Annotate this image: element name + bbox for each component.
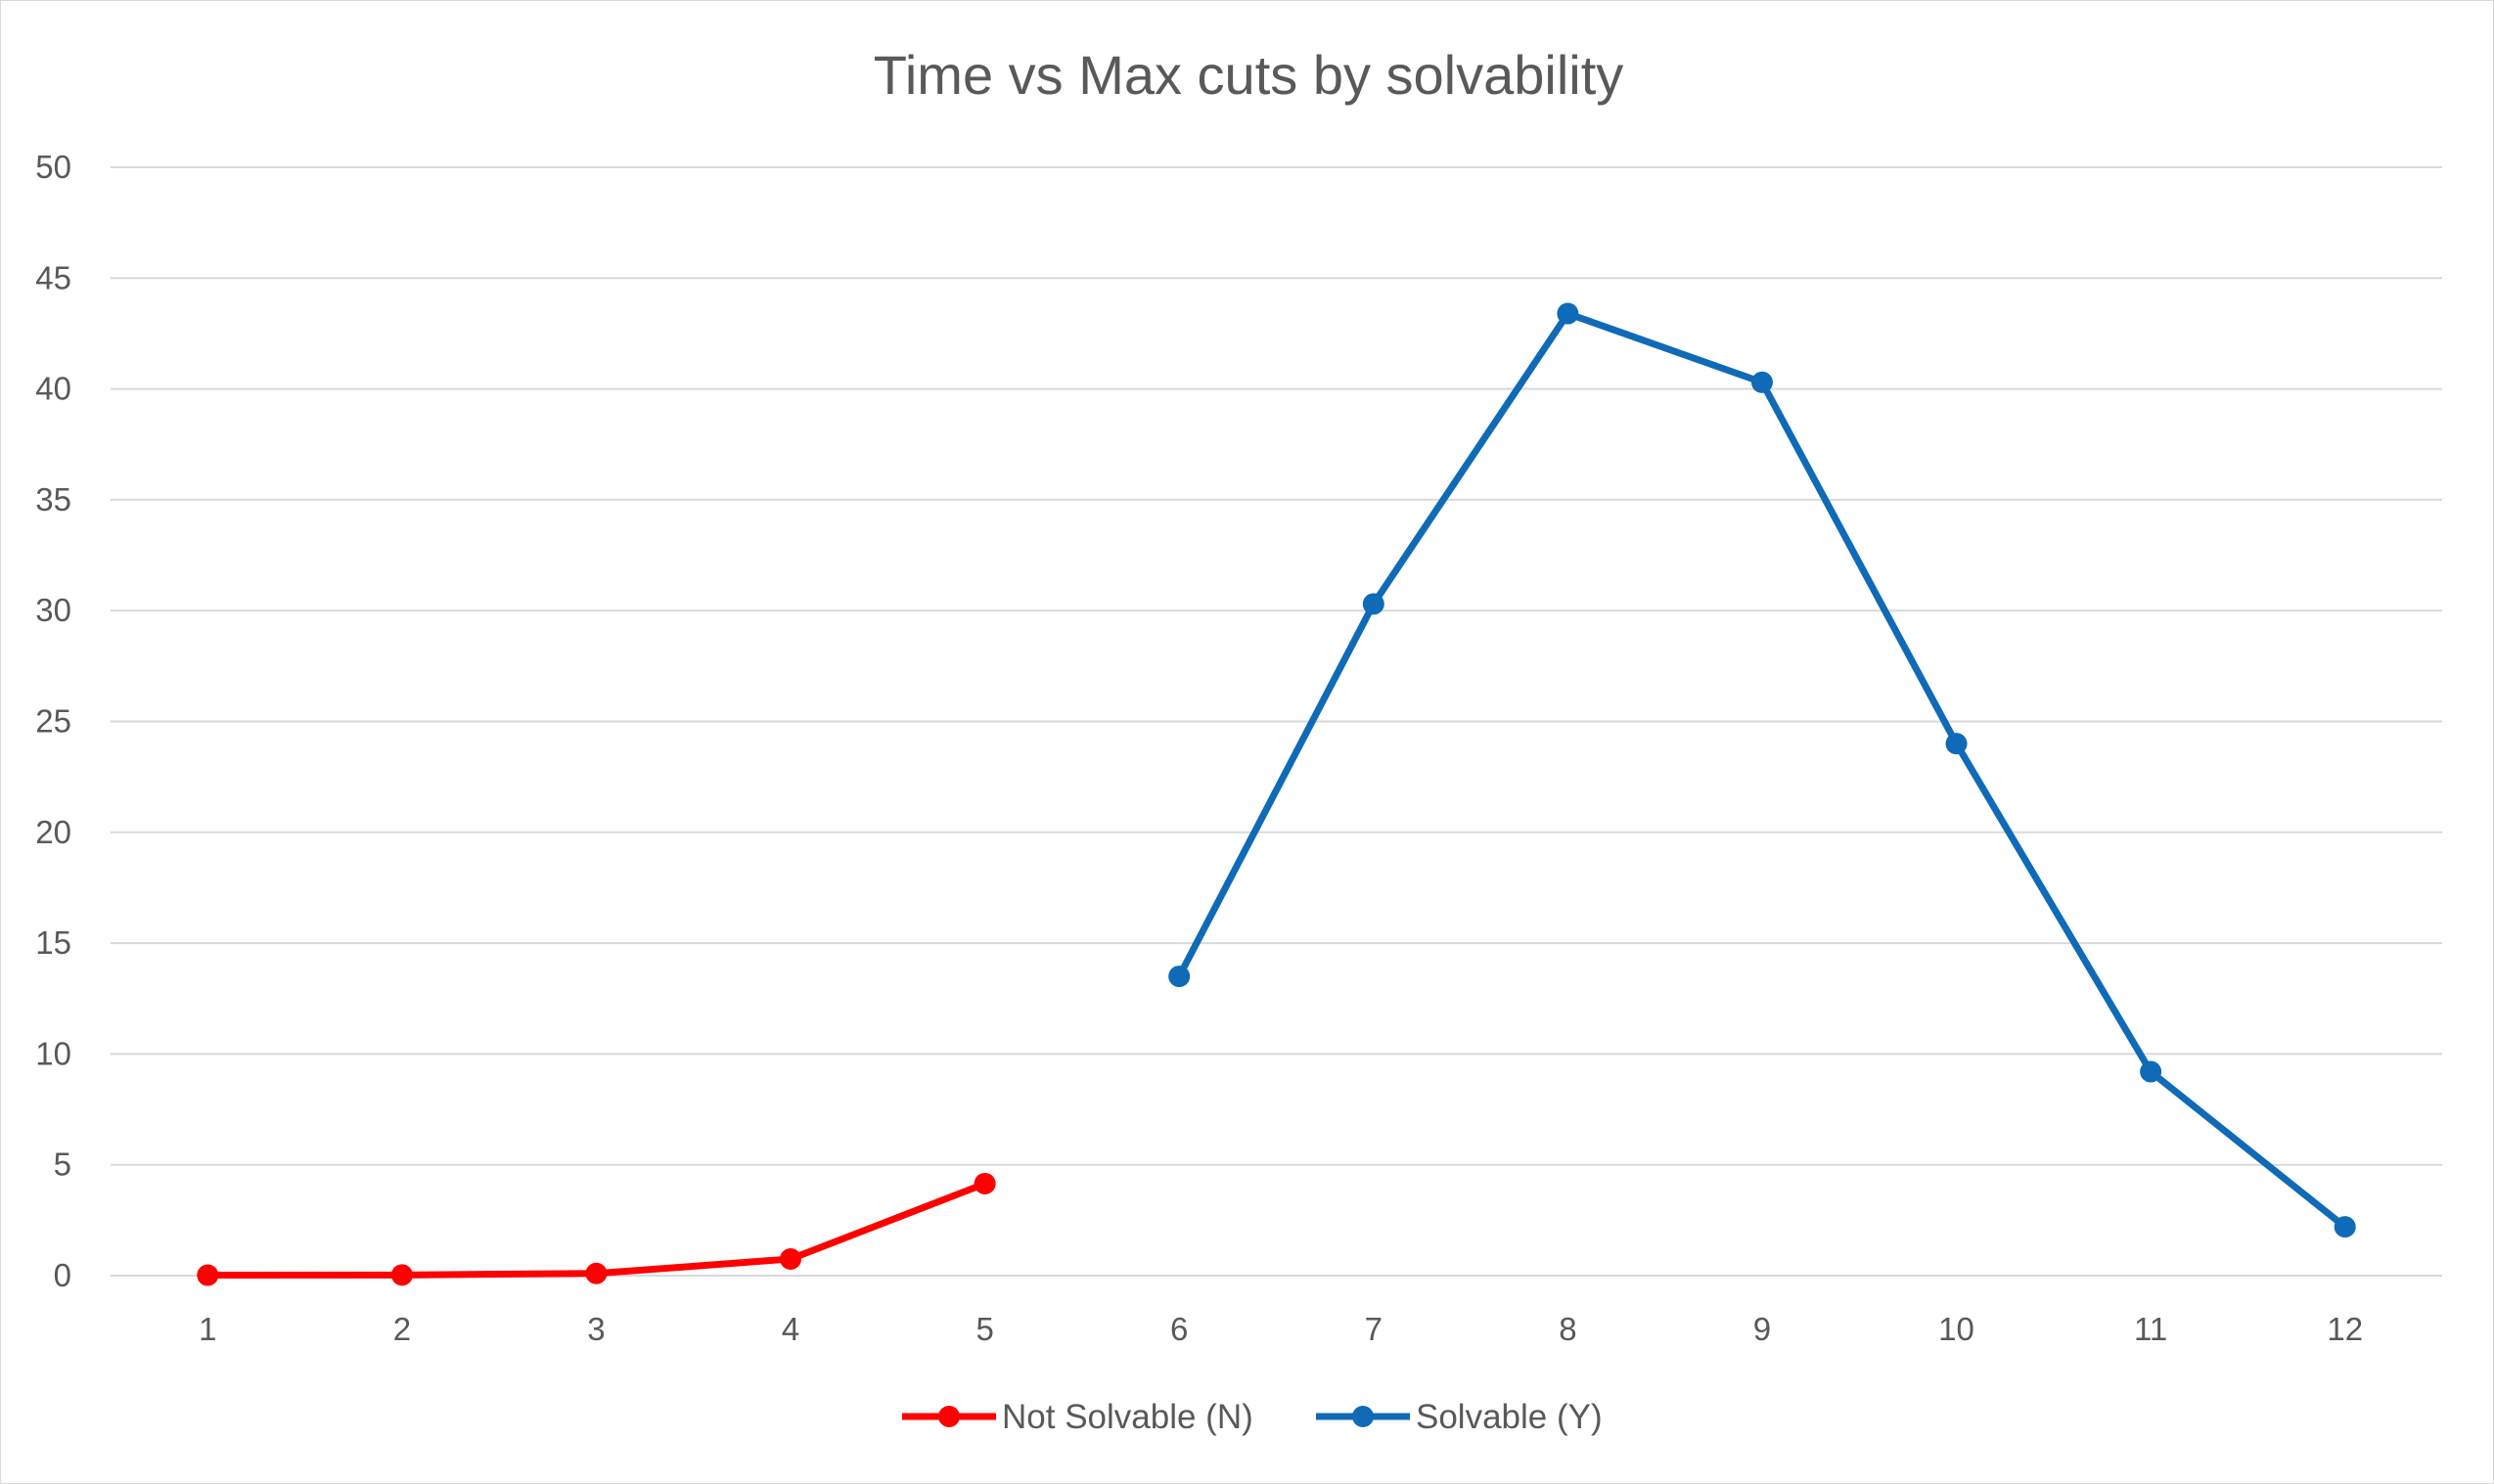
data-point — [1168, 966, 1191, 988]
data-point — [390, 1264, 413, 1286]
x-tick-label: 1 — [199, 1311, 216, 1347]
data-point — [1750, 371, 1773, 393]
x-tick-label: 12 — [2327, 1311, 2363, 1347]
series-line — [204, 1180, 989, 1280]
legend-item: Solvable (Y) — [1316, 1398, 1603, 1436]
x-tick-label: 5 — [975, 1311, 993, 1347]
data-point — [2140, 1060, 2162, 1083]
x-tick-label: 9 — [1753, 1311, 1771, 1347]
x-tick-label: 4 — [782, 1311, 799, 1347]
x-tick-label: 3 — [587, 1311, 605, 1347]
x-axis: 1 2 3 4 5 6 7 8 9 10 11 12 — [199, 1311, 2363, 1347]
y-tick-label: 20 — [35, 814, 71, 850]
legend-label: Solvable (Y) — [1416, 1398, 1603, 1436]
data-point — [974, 1172, 996, 1194]
y-tick-label: 40 — [35, 371, 71, 407]
data-point — [1945, 733, 1968, 755]
gridlines — [111, 166, 2442, 1277]
series-solvable — [1168, 302, 2356, 1238]
x-tick-label: 2 — [393, 1311, 411, 1347]
data-point — [1362, 593, 1384, 615]
series-layer — [197, 302, 2356, 1286]
y-tick-label: 10 — [35, 1035, 71, 1071]
data-point — [1557, 302, 1579, 325]
legend-marker-icon — [1352, 1406, 1374, 1427]
y-tick-label: 45 — [35, 259, 71, 295]
x-tick-label: 6 — [1170, 1311, 1188, 1347]
y-tick-label: 35 — [35, 481, 71, 517]
series-not-solvable — [197, 1172, 996, 1286]
y-tick-label: 0 — [54, 1257, 71, 1293]
x-tick-label: 8 — [1559, 1311, 1576, 1347]
x-tick-label: 11 — [2134, 1311, 2167, 1347]
legend-label: Not Solvable (N) — [1002, 1398, 1253, 1436]
y-tick-label: 50 — [35, 149, 71, 185]
data-point — [585, 1262, 608, 1284]
legend-item: Not Solvable (N) — [902, 1398, 1253, 1436]
y-tick-label: 30 — [35, 592, 71, 628]
x-tick-label: 7 — [1365, 1311, 1383, 1347]
y-tick-label: 25 — [35, 703, 71, 740]
y-axis: 0 5 10 15 20 25 30 35 40 45 50 — [35, 149, 71, 1293]
y-tick-label: 5 — [54, 1147, 71, 1183]
data-point — [780, 1248, 802, 1271]
legend-marker-icon — [938, 1406, 960, 1427]
legend: Not Solvable (N) Solvable (Y) — [902, 1398, 1603, 1436]
data-point — [197, 1264, 219, 1286]
x-tick-label: 10 — [1938, 1311, 1974, 1347]
chart-title: Time vs Max cuts by solvability — [874, 44, 1624, 106]
y-tick-label: 15 — [35, 924, 71, 961]
series-line — [1175, 310, 2349, 1231]
data-point — [2334, 1216, 2356, 1238]
